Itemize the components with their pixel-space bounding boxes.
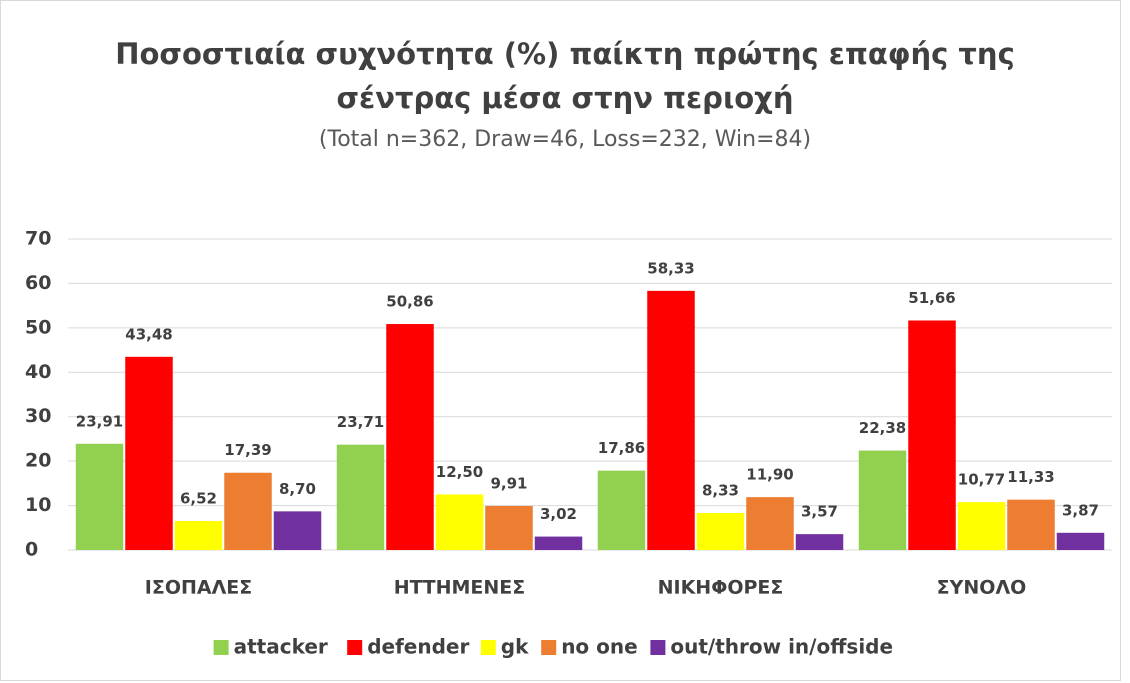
value-label: 17,39 xyxy=(224,441,271,459)
legend-label: attacker xyxy=(234,635,328,659)
value-label: 17,86 xyxy=(598,439,645,457)
bar xyxy=(336,444,385,550)
legend-swatch xyxy=(650,640,666,655)
value-label: 51,66 xyxy=(908,289,955,307)
value-label: 8,70 xyxy=(279,480,316,498)
value-label: 23,71 xyxy=(337,413,384,431)
value-label: 11,90 xyxy=(746,466,793,484)
value-label: 9,91 xyxy=(490,474,527,492)
x-tick-label: ΙΣΟΠΑΛΕΣ xyxy=(145,577,252,599)
legend-swatch xyxy=(480,640,496,655)
bar xyxy=(746,497,794,550)
x-tick-label: ΣΥΝΟΛΟ xyxy=(937,577,1027,599)
value-label: 22,38 xyxy=(859,419,906,437)
y-tick-label: 40 xyxy=(25,361,51,383)
bar xyxy=(1007,499,1055,550)
y-tick-label: 20 xyxy=(25,450,51,472)
value-label: 11,33 xyxy=(1007,468,1054,486)
legend-swatch xyxy=(347,640,363,655)
bar xyxy=(75,443,124,550)
value-label: 3,57 xyxy=(801,503,838,521)
bar xyxy=(435,494,484,550)
value-label: 8,33 xyxy=(702,481,739,499)
bar xyxy=(125,356,173,550)
bar xyxy=(957,502,1006,550)
y-tick-label: 30 xyxy=(25,405,51,427)
chart-subtitle: (Total n=362, Draw=46, Loss=232, Win=84) xyxy=(319,127,811,152)
legend-swatch xyxy=(541,640,557,655)
value-label: 3,87 xyxy=(1062,501,1099,519)
bar xyxy=(534,536,583,550)
x-tick-label: ΝΙΚΗΦΟΡΕΣ xyxy=(658,577,784,599)
value-label: 10,77 xyxy=(958,471,1005,489)
bar xyxy=(485,505,533,550)
value-label: 58,33 xyxy=(647,259,694,277)
y-tick-label: 10 xyxy=(25,494,51,516)
bar xyxy=(273,511,322,550)
legend-label: no one xyxy=(561,635,637,659)
value-label: 43,48 xyxy=(125,325,172,343)
bar xyxy=(647,290,695,550)
bar xyxy=(597,470,646,550)
value-label: 3,02 xyxy=(540,505,577,523)
legend-label: defender xyxy=(367,635,469,659)
x-tick-label: ΗΤΤΗΜΕΝΕΣ xyxy=(394,577,525,599)
value-label: 6,52 xyxy=(180,490,217,508)
y-tick-label: 60 xyxy=(25,272,51,294)
value-label: 23,91 xyxy=(76,412,123,430)
chart-title: Ποσοστιαία συχνότητα (%) παίκτη πρώτης ε… xyxy=(115,37,1015,71)
y-tick-label: 50 xyxy=(25,316,51,338)
y-tick-label: 70 xyxy=(25,228,51,250)
bar xyxy=(386,324,434,550)
bar xyxy=(858,450,907,550)
bar xyxy=(224,472,272,550)
legend-swatch xyxy=(213,640,229,655)
legend-label: out/throw in/offside xyxy=(670,635,893,659)
value-label: 50,86 xyxy=(386,293,433,311)
chart-title: σέντρας μέσα στην περιοχή xyxy=(336,81,793,115)
y-tick-label: 0 xyxy=(25,539,38,561)
bar xyxy=(795,534,844,550)
legend-label: gk xyxy=(501,635,529,659)
value-label: 12,50 xyxy=(436,463,483,481)
bar xyxy=(908,320,956,550)
bar xyxy=(1056,532,1105,550)
bar xyxy=(174,521,223,550)
bar xyxy=(696,512,745,550)
